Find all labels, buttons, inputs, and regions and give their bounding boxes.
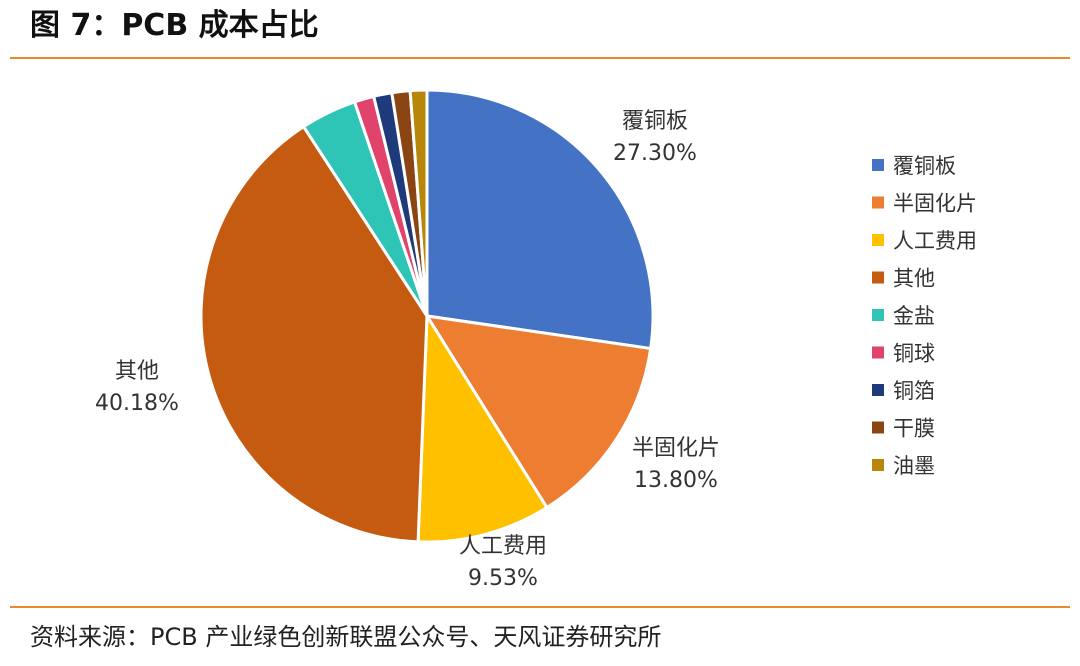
- slice-percent-label: 27.30%: [613, 141, 697, 166]
- legend-label: 油墨: [893, 454, 935, 478]
- slice-name-label: 人工费用: [459, 534, 547, 559]
- legend-swatch: [872, 309, 884, 321]
- legend-swatch: [872, 159, 884, 171]
- top-divider: [10, 57, 1070, 59]
- slice-percent-label: 13.80%: [634, 468, 718, 493]
- pie-slice-8: [408, 88, 429, 318]
- pie-slice-2: [416, 314, 549, 544]
- slice-name-label: 覆铜板: [622, 109, 688, 134]
- legend-swatch: [872, 421, 884, 434]
- legend-swatch: [872, 271, 884, 284]
- pie-slice-0: [425, 88, 655, 351]
- legend-label: 半固化片: [893, 192, 977, 216]
- source-note: 资料来源：PCB 产业绿色创新联盟公众号、天风证券研究所: [30, 623, 662, 651]
- legend-label: 覆铜板: [893, 154, 956, 178]
- slice-name-label: 其他: [115, 359, 159, 384]
- pie-slice-1: [425, 314, 653, 510]
- slice-percent-label: 40.18%: [95, 391, 179, 416]
- figure-title: 图 7：PCB 成本占比: [30, 8, 319, 43]
- bottom-divider: [10, 606, 1070, 608]
- legend-label: 干膜: [893, 417, 935, 441]
- slice-name-label: 半固化片: [632, 436, 720, 461]
- legend-swatch: [872, 384, 884, 396]
- legend-swatch: [872, 346, 884, 359]
- legend-label: 金盐: [893, 304, 935, 328]
- legend-swatch: [872, 234, 884, 246]
- legend-swatch: [872, 196, 884, 209]
- pie-slices: [199, 88, 655, 544]
- legend-label: 铜箔: [893, 379, 935, 403]
- legend-label: 人工费用: [893, 229, 977, 253]
- legend-label: 铜球: [893, 342, 935, 366]
- legend-label: 其他: [893, 267, 935, 291]
- slice-labels: 覆铜板 27.30% 半固化片 13.80% 人工费用 9.53% 其他 40.18%: [95, 109, 720, 591]
- slice-percent-label: 9.53%: [468, 566, 538, 591]
- legend-swatch: [872, 459, 884, 471]
